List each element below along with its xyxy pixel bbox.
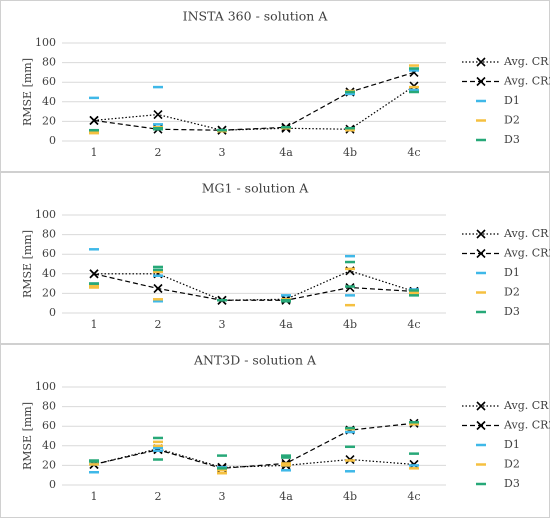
legend-label: D3 [504,477,520,490]
legend-label: Avg. CR1 [503,227,550,240]
y-axis-label: RMSE [mm] [21,402,34,470]
x-tick-label: 4c [407,490,420,503]
y-tick-label: 20 [42,114,56,127]
legend-marker [476,248,486,259]
legend-label: D2 [504,114,520,127]
y-tick-label: 40 [42,267,56,280]
legend-label: D3 [504,305,520,318]
legend-marker [476,401,486,411]
y-tick-label: 20 [42,458,56,471]
x-tick-label: 2 [155,318,162,331]
y-tick-label: 40 [42,439,56,452]
y-tick-label: 80 [42,228,56,241]
series-line [93,71,415,131]
legend-marker [476,420,486,431]
panel-border [0,344,550,518]
y-axis-label: RMSE [mm] [21,58,34,126]
y-tick-label: 60 [42,419,56,432]
y-tick-label: 60 [42,247,56,260]
legend-label: D2 [504,458,520,471]
y-tick-label: 80 [42,400,56,413]
point-marker [153,283,163,294]
y-tick-label: 40 [42,95,56,108]
y-tick-label: 100 [35,36,56,49]
x-tick-label: 4b [343,490,357,503]
x-tick-label: 1 [91,318,98,331]
point-marker [153,109,163,120]
legend-label: Avg. CR1 [503,399,550,412]
legend-marker [476,229,486,239]
x-tick-label: 3 [219,146,226,159]
legend-label: D3 [504,133,520,146]
x-tick-label: 1 [91,490,98,503]
series-line [94,270,415,301]
series-line [93,422,415,469]
legend-label: D1 [504,438,520,451]
legend-label: Avg. CR2 [503,75,550,88]
point-marker [89,269,99,279]
x-tick-label: 2 [155,146,162,159]
y-tick-label: 0 [49,478,56,491]
legend-label: Avg. CR1 [503,55,550,68]
y-tick-label: 20 [42,286,56,299]
y-tick-label: 100 [35,208,56,221]
x-tick-label: 4b [343,318,357,331]
x-tick-label: 4a [279,318,293,331]
panel-border [0,0,550,172]
x-tick-label: 4a [279,490,293,503]
panel-border [0,172,550,344]
y-axis-label: RMSE [mm] [21,230,34,298]
legend-label: Avg. CR2 [503,247,550,260]
y-tick-label: 60 [42,75,56,88]
legend-label: Avg. CR2 [503,419,550,432]
x-tick-label: 4a [279,146,293,159]
chart-title: INSTA 360 - solution A [183,9,329,24]
legend-label: D1 [504,266,520,279]
legend-label: D2 [504,286,520,299]
series-line [93,448,415,468]
y-tick-label: 0 [49,306,56,319]
x-tick-label: 3 [219,318,226,331]
series-line [93,85,415,131]
legend-marker [476,76,486,87]
chart-title: ANT3D - solution A [193,353,317,368]
x-tick-label: 2 [155,490,162,503]
x-tick-label: 4c [407,318,420,331]
legend-label: D1 [504,94,520,107]
series-line [93,273,415,301]
point-marker [89,115,99,125]
x-tick-label: 1 [91,146,98,159]
x-tick-label: 4c [407,146,420,159]
x-tick-label: 4b [343,146,357,159]
x-tick-label: 3 [219,490,226,503]
chart-title: MG1 - solution A [202,181,309,196]
y-tick-label: 100 [35,380,56,393]
y-tick-label: 80 [42,56,56,69]
legend-marker [476,57,486,67]
y-tick-label: 0 [49,134,56,147]
